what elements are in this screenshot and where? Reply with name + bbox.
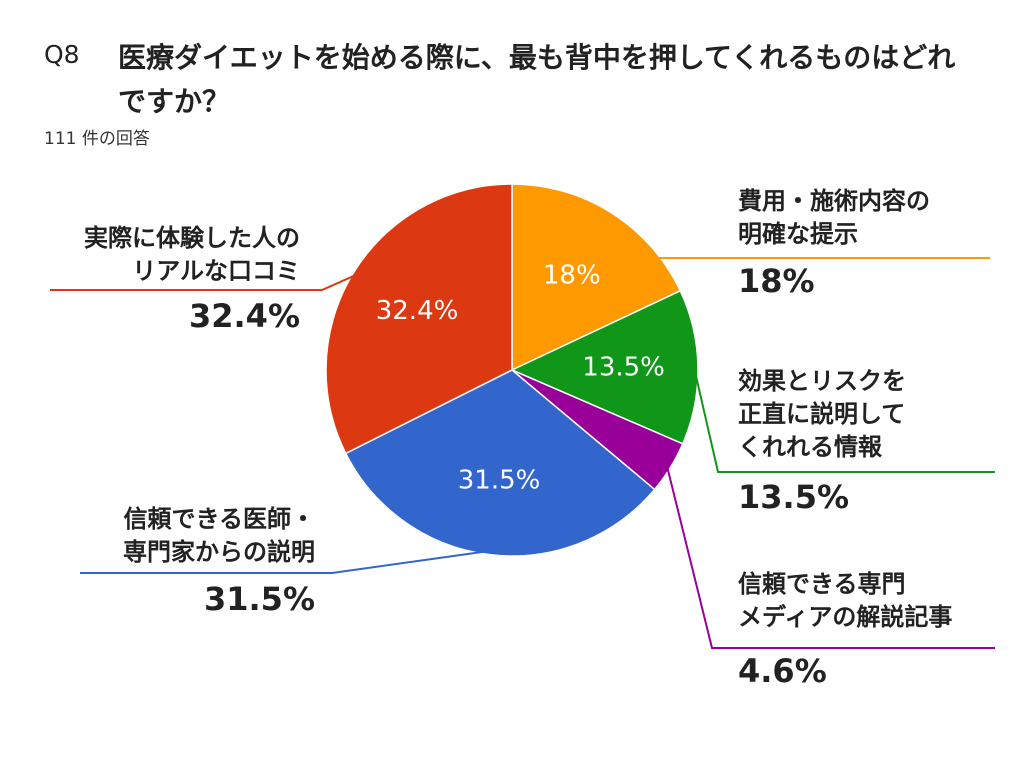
leader-line <box>665 465 995 649</box>
leader-line <box>80 549 492 574</box>
value-label: 4.6% <box>738 652 827 690</box>
pie-slice <box>510 289 699 445</box>
value-label: 32.4% <box>188 297 300 335</box>
question-number: Q8 <box>44 40 80 69</box>
pie-slice <box>511 183 682 372</box>
slice-label: 13.5% <box>582 353 665 383</box>
category-label: 費用・施術内容の 明確な提示 <box>738 187 930 248</box>
slice-label: 18% <box>543 260 601 290</box>
chart-title: 医療ダイエットを始める際に、最も背中を押してくれるものはどれですか？ <box>118 41 956 118</box>
category-label: 信頼できる専門 メディアの解説記事 <box>738 570 953 631</box>
pie-slice <box>325 183 513 455</box>
category-label: 信頼できる医師・ 専門家からの説明 <box>123 505 315 566</box>
slice-label: 31.5% <box>458 465 541 495</box>
leader-line <box>50 273 358 291</box>
leader-line <box>608 215 990 259</box>
value-label: 31.5% <box>203 580 315 618</box>
category-label: 実際に体験した人の リアルな口コミ <box>84 224 300 285</box>
pie-slice <box>344 369 656 557</box>
value-label: 18% <box>738 262 815 300</box>
value-label: 13.5% <box>738 478 850 516</box>
leader-line <box>693 366 995 473</box>
slice-label: 32.4% <box>376 296 459 326</box>
category-label: 効果とリスクを 正直に説明して くれれる情報 <box>738 367 906 461</box>
chart-subtitle: 111 件の回答 <box>44 129 150 149</box>
